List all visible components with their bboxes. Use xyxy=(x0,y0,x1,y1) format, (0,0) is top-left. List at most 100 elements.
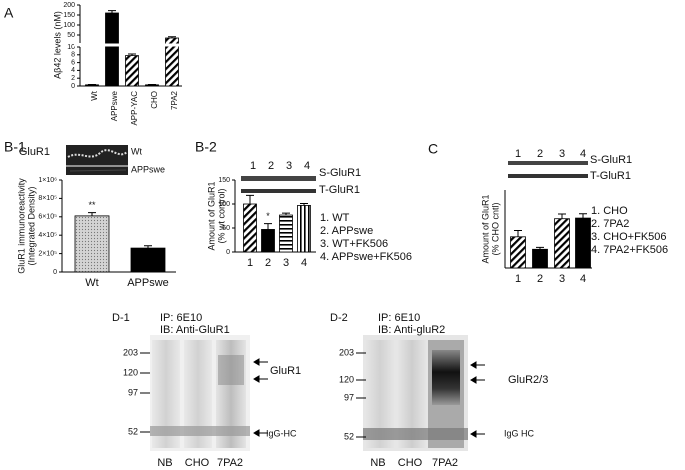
significance: * xyxy=(266,211,270,221)
lane-label: 2 xyxy=(268,160,274,172)
marker-label: 97 xyxy=(128,387,138,397)
panel-label: A xyxy=(4,5,14,21)
legend-entry: 4. APPswe+FK506 xyxy=(320,251,412,263)
y-tick-label: 8 xyxy=(71,52,75,59)
error-bar xyxy=(144,245,152,249)
y-axis-label: (% wt control) xyxy=(216,188,226,243)
error-bar xyxy=(88,212,96,216)
y-axis-label: GluR1 immunoreactivity xyxy=(16,178,26,274)
arrow xyxy=(470,430,485,438)
legend-entry: 2. APPswe xyxy=(320,225,373,237)
error-bar xyxy=(300,203,308,206)
legend-entry: 2. 7PA2 xyxy=(591,218,629,230)
panel-label: B-2 xyxy=(195,139,217,155)
y-tick-label: 8×10⁵ xyxy=(38,195,57,202)
y-tick-label: 0 xyxy=(53,269,57,276)
blot-b1 xyxy=(66,145,128,175)
x-tick-label: 3 xyxy=(283,257,289,269)
significance: ** xyxy=(88,200,96,210)
bar xyxy=(145,84,159,87)
marker-label: 203 xyxy=(123,347,138,357)
lane-label: 7PA2 xyxy=(217,457,243,469)
arrow xyxy=(470,376,485,384)
marker-label: 52 xyxy=(128,426,138,436)
x-tick-label: 3 xyxy=(559,273,565,285)
y-tick-label: 50 xyxy=(222,225,230,232)
ip-label: IP: 6E10 xyxy=(160,312,202,324)
blot-d2 xyxy=(363,335,468,451)
bar xyxy=(279,214,293,253)
blot-label: GluR1 xyxy=(19,146,50,158)
blot-b2 xyxy=(241,176,316,193)
x-tick-label: 1 xyxy=(515,273,521,285)
error-bar xyxy=(128,53,136,56)
error-bar xyxy=(536,246,544,250)
panel-label: B-1 xyxy=(4,139,26,155)
x-tick-label: 4 xyxy=(301,257,307,269)
y-axis-label: Amount of GluR1 xyxy=(480,194,490,263)
x-tick-label: APPswe xyxy=(110,90,119,121)
marker-label: 52 xyxy=(344,431,354,441)
chart-1: B-1 GluR1 immunoreactivity (Integrated Den… xyxy=(4,139,176,289)
x-tick-label: APP-YAC xyxy=(130,91,139,126)
bar xyxy=(510,236,526,269)
y-tick-label: 100 xyxy=(218,201,230,208)
y-tick-label: 1×10⁶ xyxy=(38,177,57,184)
lane-label: 3 xyxy=(559,148,565,160)
arrow xyxy=(253,375,268,383)
y-tick-label: 4×10⁵ xyxy=(38,232,57,239)
y-tick-label: 6×10⁵ xyxy=(38,214,57,221)
band-label: IgG HC xyxy=(504,428,535,438)
x-tick-label: 2 xyxy=(537,273,543,285)
arrow xyxy=(253,429,268,437)
bar xyxy=(74,215,110,273)
bar xyxy=(85,84,99,87)
y-tick-label: 0 xyxy=(226,249,230,256)
band-label: T-GluR1 xyxy=(319,184,360,196)
band-label: T-GluR1 xyxy=(590,170,631,182)
x-tick-label: 1 xyxy=(247,257,253,269)
bar xyxy=(105,12,119,87)
y-tick-label: 150 xyxy=(63,12,75,19)
blot-label: APPswe xyxy=(131,164,165,174)
x-tick-label: 2 xyxy=(265,257,271,269)
marker-label: 97 xyxy=(344,392,354,402)
band-label: GluR2/3 xyxy=(508,374,548,386)
error-bar xyxy=(558,213,566,219)
x-tick-label: 7PA2 xyxy=(170,90,179,110)
lane-label: 4 xyxy=(304,160,310,172)
marker-label: 120 xyxy=(339,374,354,384)
y-tick-label: 50 xyxy=(67,32,75,39)
error-bar xyxy=(246,194,254,204)
lane-label: CHO xyxy=(185,457,210,469)
x-tick-label: APPswe xyxy=(127,277,169,289)
y-tick-label: 6 xyxy=(71,59,75,66)
panel-label: D-2 xyxy=(330,312,348,324)
bar xyxy=(297,205,311,253)
x-tick-label: Wt xyxy=(90,90,99,101)
error-bar xyxy=(108,10,116,13)
y-tick-label: 4 xyxy=(71,67,75,74)
panel-label: D-1 xyxy=(112,312,130,324)
y-axis-label: (Integrated Density) xyxy=(26,186,36,265)
lane-label: 2 xyxy=(537,148,543,160)
legend-entry: 1. WT xyxy=(320,212,350,224)
y-tick-label: 100 xyxy=(63,22,75,29)
arrow xyxy=(470,361,485,369)
lane-label: NB xyxy=(157,457,172,469)
x-tick-label: Wt xyxy=(85,277,98,289)
chart-3: C Amount of GluR1 (% CHO cntl) 1 2 3 4 1 2 3 4 S-Gl… xyxy=(428,141,668,285)
y-axis-label: (% CHO cntl) xyxy=(490,202,500,255)
y-tick-label: 2 xyxy=(71,75,75,82)
bar xyxy=(575,217,591,269)
y-axis-label: Aβ42 levels (nM) xyxy=(52,11,62,79)
blot-c xyxy=(508,161,588,178)
y-tick-label: 2×10⁵ xyxy=(38,250,57,257)
y-tick-label: 150 xyxy=(218,177,230,184)
lane-label: CHO xyxy=(398,457,423,469)
blot-label: Wt xyxy=(131,146,142,156)
